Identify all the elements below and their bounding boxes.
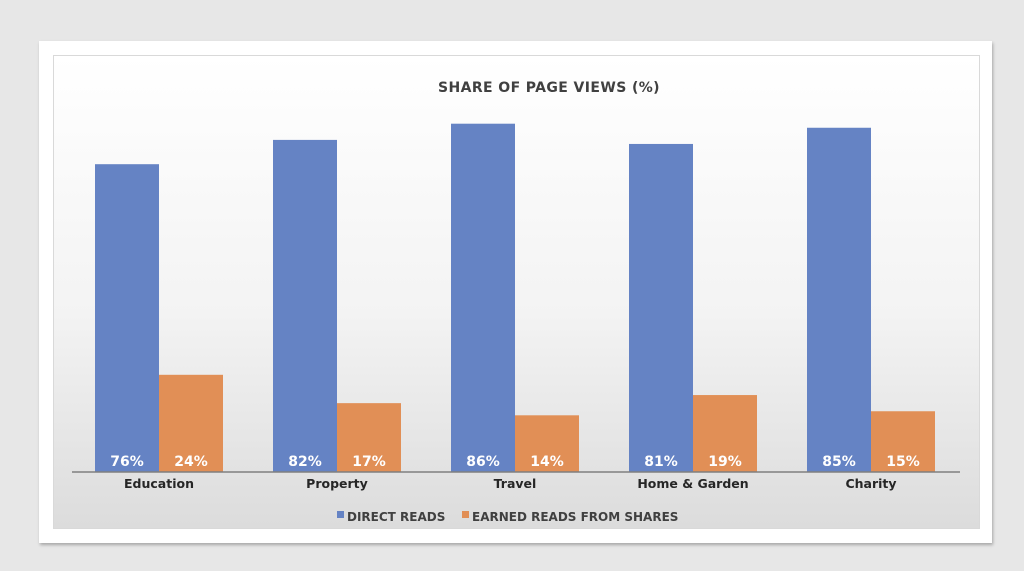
bar-direct-reads-travel (451, 123, 515, 472)
x-tick-property: Property (306, 476, 368, 491)
data-label-direct-reads-home-and-garden: 81% (644, 454, 678, 470)
x-tick-travel: Travel (494, 476, 537, 491)
x-tick-labels: Education Property Travel Home & Garden Char… (124, 476, 897, 491)
x-tick-charity: Charity (845, 476, 896, 491)
data-label-earned-reads-from-shares-travel: 14% (530, 454, 564, 470)
bars-layer: 76% 24% 82% 17% 86% 14% 81% 19% 85% 15% (95, 123, 935, 472)
bar-direct-reads-education (95, 164, 159, 472)
legend-label-direct-reads: DIRECT READS (347, 510, 445, 524)
data-label-earned-reads-from-shares-property: 17% (352, 454, 386, 470)
chart-title: SHARE OF PAGE VIEWS (%) (438, 80, 660, 96)
bar-earned-reads-from-shares-education (159, 374, 223, 472)
bar-earned-reads-from-shares-property (337, 403, 401, 472)
data-label-direct-reads-charity: 85% (822, 454, 856, 470)
bar-earned-reads-from-shares-travel (515, 415, 579, 472)
legend-swatch-direct-reads (337, 511, 344, 518)
legend-label-earned-reads: EARNED READS FROM SHARES (472, 510, 678, 524)
bar-direct-reads-property (273, 139, 337, 472)
bar-earned-reads-from-shares-charity (871, 411, 935, 472)
x-tick-education: Education (124, 476, 194, 491)
x-tick-home-and-garden: Home & Garden (637, 476, 748, 491)
bar-direct-reads-charity (807, 127, 871, 472)
data-label-earned-reads-from-shares-education: 24% (174, 454, 208, 470)
data-label-direct-reads-travel: 86% (466, 454, 500, 470)
data-label-earned-reads-from-shares-home-and-garden: 19% (708, 454, 742, 470)
data-label-direct-reads-property: 82% (288, 454, 322, 470)
bar-direct-reads-home-and-garden (629, 143, 693, 472)
legend-swatch-earned-reads (462, 511, 469, 518)
data-label-direct-reads-education: 76% (110, 454, 144, 470)
legend: DIRECT READS EARNED READS FROM SHARES (337, 510, 678, 524)
bar-earned-reads-from-shares-home-and-garden (693, 395, 757, 472)
data-label-earned-reads-from-shares-charity: 15% (886, 454, 920, 470)
